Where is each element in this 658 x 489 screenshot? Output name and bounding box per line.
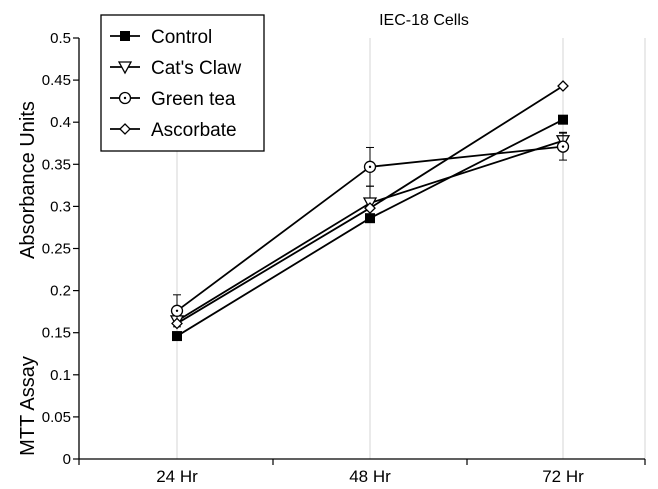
data-point <box>170 304 184 317</box>
data-point <box>364 202 376 215</box>
y-tick-label: 0.1 <box>50 367 71 384</box>
data-point <box>557 80 569 92</box>
legend-marker <box>118 91 132 105</box>
series-ascorbate <box>171 80 569 330</box>
y-tick-label: 0.45 <box>42 72 71 89</box>
y-axis-title: MTT Assay <box>17 356 39 456</box>
y-tick-label: 0.5 <box>50 30 71 47</box>
y-tick-label: 0.4 <box>50 114 71 131</box>
chart-title: IEC-18 Cells <box>379 12 469 29</box>
x-tick-label: 72 Hr <box>542 467 584 486</box>
legend-label: Green tea <box>151 89 236 110</box>
y-tick-label: 0.2 <box>50 283 71 300</box>
legend: Control Cat's Claw Green tea Ascorbate <box>100 14 265 152</box>
data-point <box>556 140 570 153</box>
legend-item: Ascorbate <box>110 120 237 141</box>
y-axis-title-line2: Absorbance Units <box>17 101 39 259</box>
grid-layer <box>176 38 646 459</box>
legend-marker <box>119 123 131 135</box>
legend-label: Control <box>151 27 212 48</box>
y-tick-label: 0.3 <box>50 198 71 215</box>
y-tick-label: 0.05 <box>42 409 71 426</box>
y-axis-title-2: Absorbance Units <box>17 101 39 259</box>
x-tick-layer: 24 Hr 48 Hr 72 Hr <box>78 459 646 486</box>
data-point <box>363 160 377 173</box>
series-layer <box>169 80 571 342</box>
legend-item: Control <box>110 27 212 48</box>
x-tick-label: 24 Hr <box>156 467 198 486</box>
legend-label: Cat's Claw <box>151 58 241 79</box>
y-tick-layer: 0 0.05 0.1 0.15 0.2 0.25 0.3 0.35 0.4 0.45 0.5 <box>42 30 79 468</box>
series-green-tea <box>170 132 570 328</box>
legend-item: Green tea <box>110 89 236 110</box>
data-point <box>172 331 182 342</box>
y-tick-label: 0 <box>63 451 71 468</box>
legend-marker <box>120 31 130 41</box>
y-tick-label: 0.25 <box>42 241 71 258</box>
legend-label: Ascorbate <box>151 120 237 141</box>
data-point <box>558 114 568 125</box>
y-axis-title-line1: MTT Assay <box>17 356 39 456</box>
y-tick-label: 0.15 <box>42 325 71 342</box>
y-tick-label: 0.35 <box>42 156 71 173</box>
data-point <box>171 317 183 330</box>
legend-marker <box>117 61 133 75</box>
x-tick-label: 48 Hr <box>349 467 391 486</box>
legend-item: Cat's Claw <box>110 58 241 79</box>
